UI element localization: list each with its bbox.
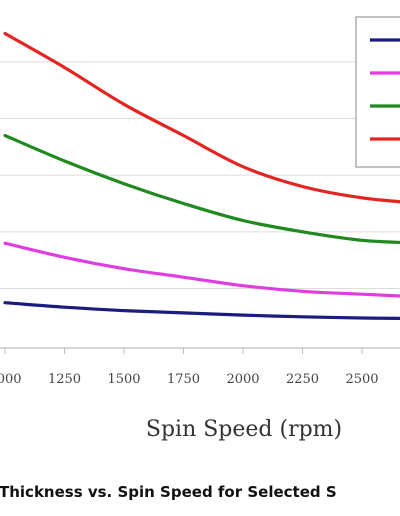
series-line-1 bbox=[3, 133, 400, 245]
x-tick-label: 1750 bbox=[167, 372, 200, 387]
figure-caption: Thickness vs. Spin Speed for Selected S bbox=[0, 483, 337, 501]
x-tick-label: 2500 bbox=[345, 372, 378, 387]
series-lines bbox=[3, 31, 400, 320]
series-line-2 bbox=[3, 241, 400, 298]
x-tick-label: 2250 bbox=[286, 372, 319, 387]
x-axis-label: Spin Speed (rpm) bbox=[146, 417, 342, 442]
x-ticks: 10001250150017502000225025002 bbox=[0, 348, 379, 387]
gridlines bbox=[0, 61, 400, 289]
legend-box bbox=[355, 16, 400, 168]
x-tick-label: 2000 bbox=[226, 372, 259, 387]
x-tick-label: 1500 bbox=[107, 372, 140, 387]
series-line-0 bbox=[3, 31, 400, 204]
x-tick-label: 1000 bbox=[0, 372, 22, 387]
x-tick-label: 1250 bbox=[48, 372, 81, 387]
legend bbox=[355, 16, 400, 168]
series-line-3 bbox=[3, 301, 400, 320]
